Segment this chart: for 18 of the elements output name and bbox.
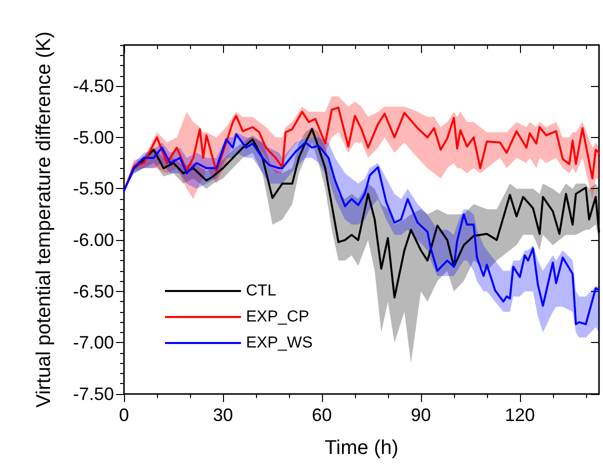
legend-label: EXP_WS — [246, 334, 313, 352]
line-series — [123, 106, 600, 192]
x-tick-label: 0 — [118, 405, 130, 425]
x-tick-label: 60 — [312, 405, 332, 425]
y-tick-label: -7.00 — [72, 332, 114, 353]
y-tick-label: -5.50 — [72, 178, 114, 199]
y-tick-label: -7.50 — [72, 384, 114, 404]
y-axis-title: Virtual potential temperature difference (K) — [33, 31, 55, 408]
y-tick-label: -6.00 — [72, 230, 114, 250]
y-tick-label: -6.50 — [72, 281, 114, 302]
x-tick-label: 90 — [410, 405, 431, 425]
legend-label: CTL — [246, 282, 276, 300]
x-tick-label: 30 — [212, 405, 233, 425]
y-tick-label: -5.00 — [72, 127, 114, 148]
legend-label: EXP_CP — [246, 308, 310, 326]
x-axis-title: Time (h) — [324, 437, 398, 459]
y-tick-label: -4.50 — [72, 76, 114, 96]
x-tick-label: 120 — [504, 405, 535, 425]
